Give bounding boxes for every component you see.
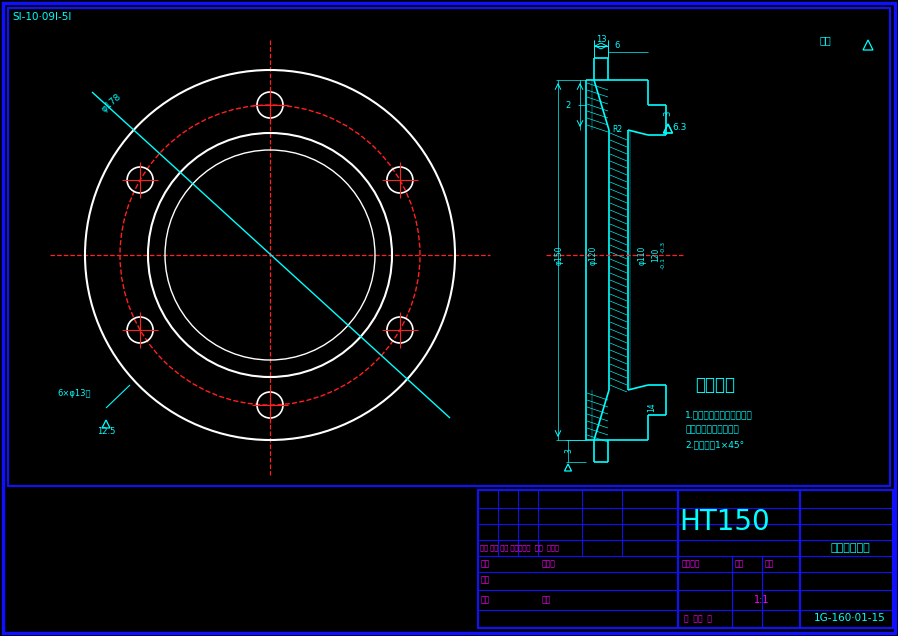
Text: 13: 13 [595, 36, 606, 45]
Text: R2: R2 [612, 125, 622, 134]
Text: 6: 6 [614, 41, 620, 50]
Text: 6.3: 6.3 [672, 123, 686, 132]
Text: 阶段标记: 阶段标记 [682, 560, 700, 569]
Text: 14: 14 [647, 402, 656, 412]
Text: 侧板左上盖板: 侧板左上盖板 [830, 543, 870, 553]
Text: 设计: 设计 [481, 560, 490, 569]
Text: 2: 2 [566, 100, 570, 109]
Text: HT150: HT150 [680, 508, 770, 536]
Text: 其余: 其余 [820, 35, 832, 45]
Text: 120: 120 [652, 248, 661, 262]
Text: 夫  张第  张: 夫 张第 张 [684, 614, 712, 623]
Text: φ178: φ178 [100, 92, 123, 114]
Text: 批准: 批准 [542, 595, 551, 604]
Text: 6×φ13㎜: 6×φ13㎜ [57, 389, 91, 398]
Text: 3: 3 [565, 448, 574, 453]
Text: 孔、气孔、裂纹等缺陷: 孔、气孔、裂纹等缺陷 [685, 425, 739, 434]
Bar [8, 8, 890, 486]
Text: 重量: 重量 [735, 560, 744, 569]
Bar [478, 490, 893, 628]
Text: 1:1: 1:1 [754, 595, 770, 605]
Text: φ120: φ120 [588, 245, 597, 265]
Text: 3: 3 [664, 110, 673, 116]
Text: 工艺: 工艺 [481, 595, 490, 604]
Text: 标记 处数 分区 更改文件号  签名  年月日: 标记 处数 分区 更改文件号 签名 年月日 [480, 544, 559, 551]
Text: 技术要求: 技术要求 [695, 376, 735, 394]
Text: 审核: 审核 [481, 576, 490, 584]
Text: 标准化: 标准化 [542, 560, 556, 569]
Text: 12.5: 12.5 [97, 427, 115, 436]
Text: 2.未注倒角1×45°: 2.未注倒角1×45° [685, 441, 744, 450]
Text: -0.3: -0.3 [661, 241, 665, 253]
Text: φ150: φ150 [554, 245, 564, 265]
Text: 1G-160·01-15: 1G-160·01-15 [814, 613, 885, 623]
Text: -0.1: -0.1 [661, 257, 665, 269]
Text: 比例: 比例 [765, 560, 774, 569]
Text: φ110: φ110 [638, 245, 647, 265]
Text: SI-10·09I-5I: SI-10·09I-5I [12, 12, 71, 22]
Text: 1.铸件不得有影响强度的沙: 1.铸件不得有影响强度的沙 [685, 410, 753, 420]
